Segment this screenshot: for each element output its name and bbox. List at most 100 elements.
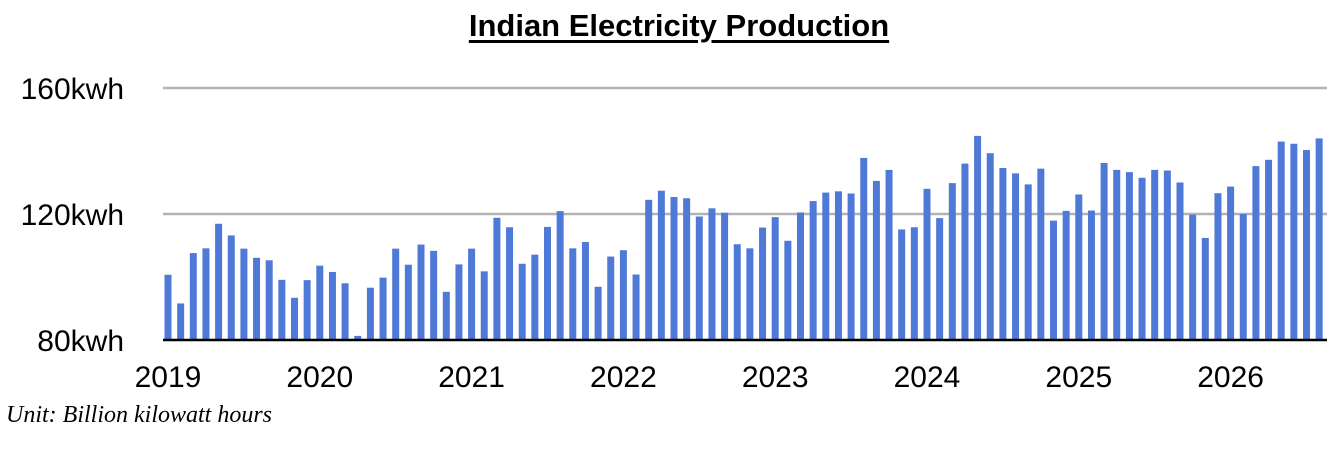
bar <box>822 192 830 340</box>
bar <box>1227 186 1235 340</box>
bar <box>670 196 678 340</box>
bar <box>885 169 893 340</box>
bar <box>1303 150 1310 340</box>
x-tick-label: 2024 <box>894 361 961 394</box>
bar <box>177 303 185 340</box>
bar <box>455 264 463 340</box>
bar <box>1214 193 1222 340</box>
bar <box>354 335 362 340</box>
bar <box>341 283 349 340</box>
bar <box>493 217 501 340</box>
x-tick-label: 2019 <box>135 361 202 394</box>
bar <box>189 253 197 340</box>
bar <box>695 216 703 340</box>
bar <box>632 274 640 340</box>
bar <box>417 244 425 340</box>
y-tick-label: 120kwh <box>21 199 124 232</box>
bar <box>480 271 488 340</box>
bar <box>366 287 374 340</box>
bar <box>708 208 716 340</box>
bar <box>1151 169 1159 340</box>
bar <box>809 201 817 340</box>
bar <box>531 254 539 340</box>
bar <box>265 260 273 340</box>
bar <box>733 244 741 340</box>
bar <box>316 265 324 340</box>
bar <box>1265 159 1273 340</box>
x-tick-label: 2022 <box>590 361 657 394</box>
bar <box>961 163 969 340</box>
bar <box>872 180 880 340</box>
bar <box>1163 170 1171 340</box>
bar <box>898 229 906 340</box>
bar <box>1012 173 1020 340</box>
bar <box>657 190 665 340</box>
bar <box>1189 214 1197 340</box>
bar <box>1201 237 1209 340</box>
bar <box>1138 177 1146 340</box>
bar <box>581 242 589 340</box>
bar <box>936 218 944 340</box>
x-axis-year-labels: 2019 2020 2021 2022 2023 2024 2025 2026 <box>135 361 1264 394</box>
bar <box>227 235 235 340</box>
unit-note: Unit: Billion kilowatt hours <box>6 402 273 428</box>
bar <box>771 217 779 340</box>
bar <box>999 168 1007 340</box>
bar <box>683 198 691 340</box>
bar <box>1037 168 1045 340</box>
bar <box>215 223 223 340</box>
x-tick-label: 2020 <box>286 361 353 394</box>
bar <box>948 183 956 340</box>
bar <box>1024 184 1032 340</box>
bar <box>784 240 792 340</box>
bar <box>1050 220 1057 340</box>
bar <box>986 153 994 340</box>
bar <box>759 227 767 340</box>
bar <box>1125 172 1133 340</box>
x-tick-label: 2026 <box>1197 361 1264 394</box>
bar <box>1290 143 1298 340</box>
bar <box>430 250 438 340</box>
bar <box>240 248 248 340</box>
bar <box>556 211 564 340</box>
bar <box>303 280 311 340</box>
bar <box>202 248 210 340</box>
bar <box>1075 194 1083 340</box>
bar <box>291 297 298 340</box>
bar <box>278 279 286 340</box>
bar <box>392 248 400 340</box>
bar <box>468 248 476 340</box>
bar <box>923 188 931 340</box>
bar <box>404 264 412 340</box>
bar <box>1062 210 1070 340</box>
bar <box>569 248 577 340</box>
y-tick-label: 80kwh <box>37 325 124 358</box>
chart-title: Indian Electricity Production <box>468 8 890 43</box>
bar <box>1315 138 1323 340</box>
gridlines <box>163 86 1327 216</box>
bar <box>974 135 982 340</box>
bar <box>721 212 729 340</box>
bar <box>1277 141 1285 340</box>
bar <box>518 263 526 340</box>
bar <box>594 286 602 340</box>
x-tick-label: 2025 <box>1045 361 1112 394</box>
bar <box>164 274 172 340</box>
bar <box>506 227 514 340</box>
bar <box>645 199 653 340</box>
bar <box>1252 166 1260 340</box>
bar <box>379 277 387 340</box>
bar <box>1100 162 1108 340</box>
bar <box>1087 210 1095 340</box>
y-tick-label: 160kwh <box>21 73 124 106</box>
x-tick-label: 2021 <box>438 361 505 394</box>
bar <box>746 248 754 340</box>
bar <box>847 193 855 340</box>
bar <box>619 250 627 340</box>
bar-series <box>164 135 1323 340</box>
bar <box>910 227 918 340</box>
bar <box>607 256 615 340</box>
bar <box>253 257 261 340</box>
bar <box>1113 169 1121 340</box>
